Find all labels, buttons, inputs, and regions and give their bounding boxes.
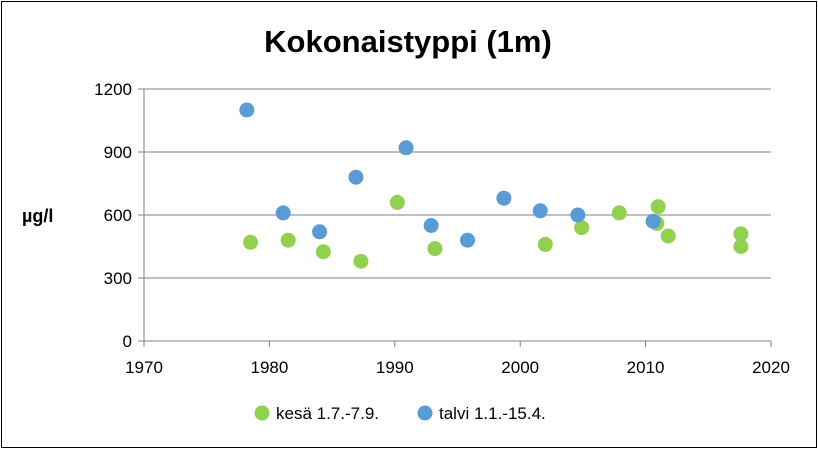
data-point	[348, 169, 364, 185]
legend-item: talvi 1.1.-15.4.	[417, 404, 546, 423]
data-point	[239, 102, 255, 118]
data-point	[570, 207, 586, 223]
data-point	[733, 239, 749, 254]
data-point	[733, 226, 749, 242]
data-point	[660, 228, 676, 244]
axes	[138, 88, 772, 347]
legend-item: kesä 1.7.-7.9.	[254, 404, 379, 423]
data-point	[312, 224, 328, 240]
data-point	[460, 232, 476, 248]
data-point	[423, 218, 439, 233]
data-point	[353, 253, 369, 269]
data-point	[496, 190, 512, 206]
data-points	[239, 102, 749, 269]
x-tick-label: 2020	[752, 358, 790, 377]
x-tick-label: 1990	[376, 358, 414, 377]
legend-marker	[254, 405, 270, 421]
x-tick-label: 1980	[250, 358, 288, 377]
data-point	[243, 234, 259, 250]
data-point	[315, 244, 331, 260]
data-point	[574, 220, 590, 236]
legend-marker	[417, 405, 433, 421]
data-point	[275, 205, 291, 221]
data-point	[645, 213, 661, 229]
data-point	[537, 236, 553, 252]
data-point	[532, 203, 548, 219]
data-point	[427, 241, 443, 257]
data-point	[389, 194, 405, 210]
y-tick-label: 600	[104, 206, 132, 225]
data-point	[398, 140, 414, 156]
legend: kesä 1.7.-7.9. talvi 1.1.-15.4.	[254, 404, 546, 423]
gridlines	[144, 88, 771, 279]
y-tick-label: 1200	[94, 80, 132, 99]
tick-labels: 0 300 600 900 1200 1970 1980 1990 2000 2010 2020	[94, 80, 790, 377]
legend-label: talvi 1.1.-15.4.	[439, 404, 546, 423]
series-0-points	[243, 194, 749, 269]
chart-title: Kokonaistyppi (1m)	[264, 24, 552, 59]
data-point	[611, 205, 627, 221]
legend-label: kesä 1.7.-7.9.	[276, 404, 379, 423]
data-point	[280, 232, 296, 248]
y-tick-label: 900	[104, 143, 132, 162]
y-tick-label: 300	[104, 269, 132, 288]
x-tick-label: 2000	[501, 358, 539, 377]
y-tick-label: 0	[123, 332, 132, 351]
y-axis-label: µg/l	[22, 206, 53, 226]
x-tick-label: 2010	[627, 358, 665, 377]
data-point	[650, 199, 666, 215]
x-tick-label: 1970	[125, 358, 163, 377]
series-1-points	[239, 102, 661, 248]
